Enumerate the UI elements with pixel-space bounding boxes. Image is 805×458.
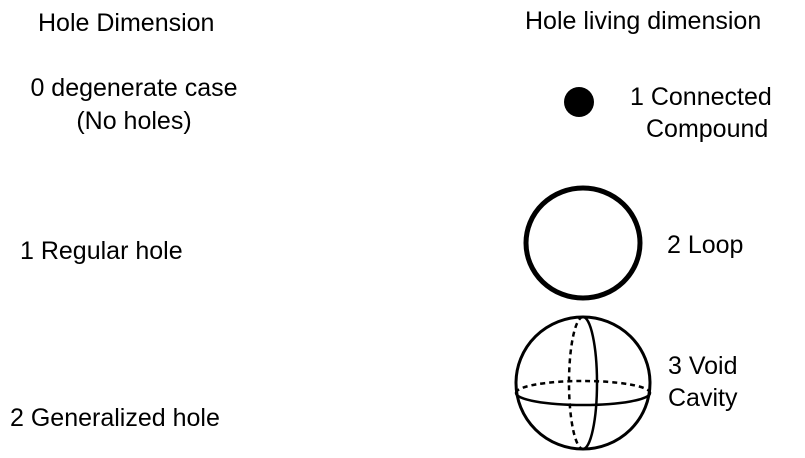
circle-loop-icon xyxy=(523,185,643,301)
void-label: 3 Void xyxy=(668,352,738,380)
cavity-sublabel: Cavity xyxy=(668,384,738,412)
connected-compound-sublabel: Compound xyxy=(646,115,769,143)
hole-dimension-2-label: 2 Generalized hole xyxy=(10,404,220,432)
hole-dimension-1-label: 1 Regular hole xyxy=(20,237,183,265)
filled-dot-icon xyxy=(564,87,594,117)
hole-dimension-0-sublabel: (No holes) xyxy=(76,107,192,135)
sphere-icon xyxy=(514,315,652,451)
connected-compound-label: 1 Connected xyxy=(630,83,772,111)
left-column-heading: Hole Dimension xyxy=(38,9,215,37)
loop-label: 2 Loop xyxy=(667,231,744,259)
hole-dimension-0-label: 0 degenerate case xyxy=(30,74,238,102)
right-column-heading: Hole living dimension xyxy=(525,7,762,35)
